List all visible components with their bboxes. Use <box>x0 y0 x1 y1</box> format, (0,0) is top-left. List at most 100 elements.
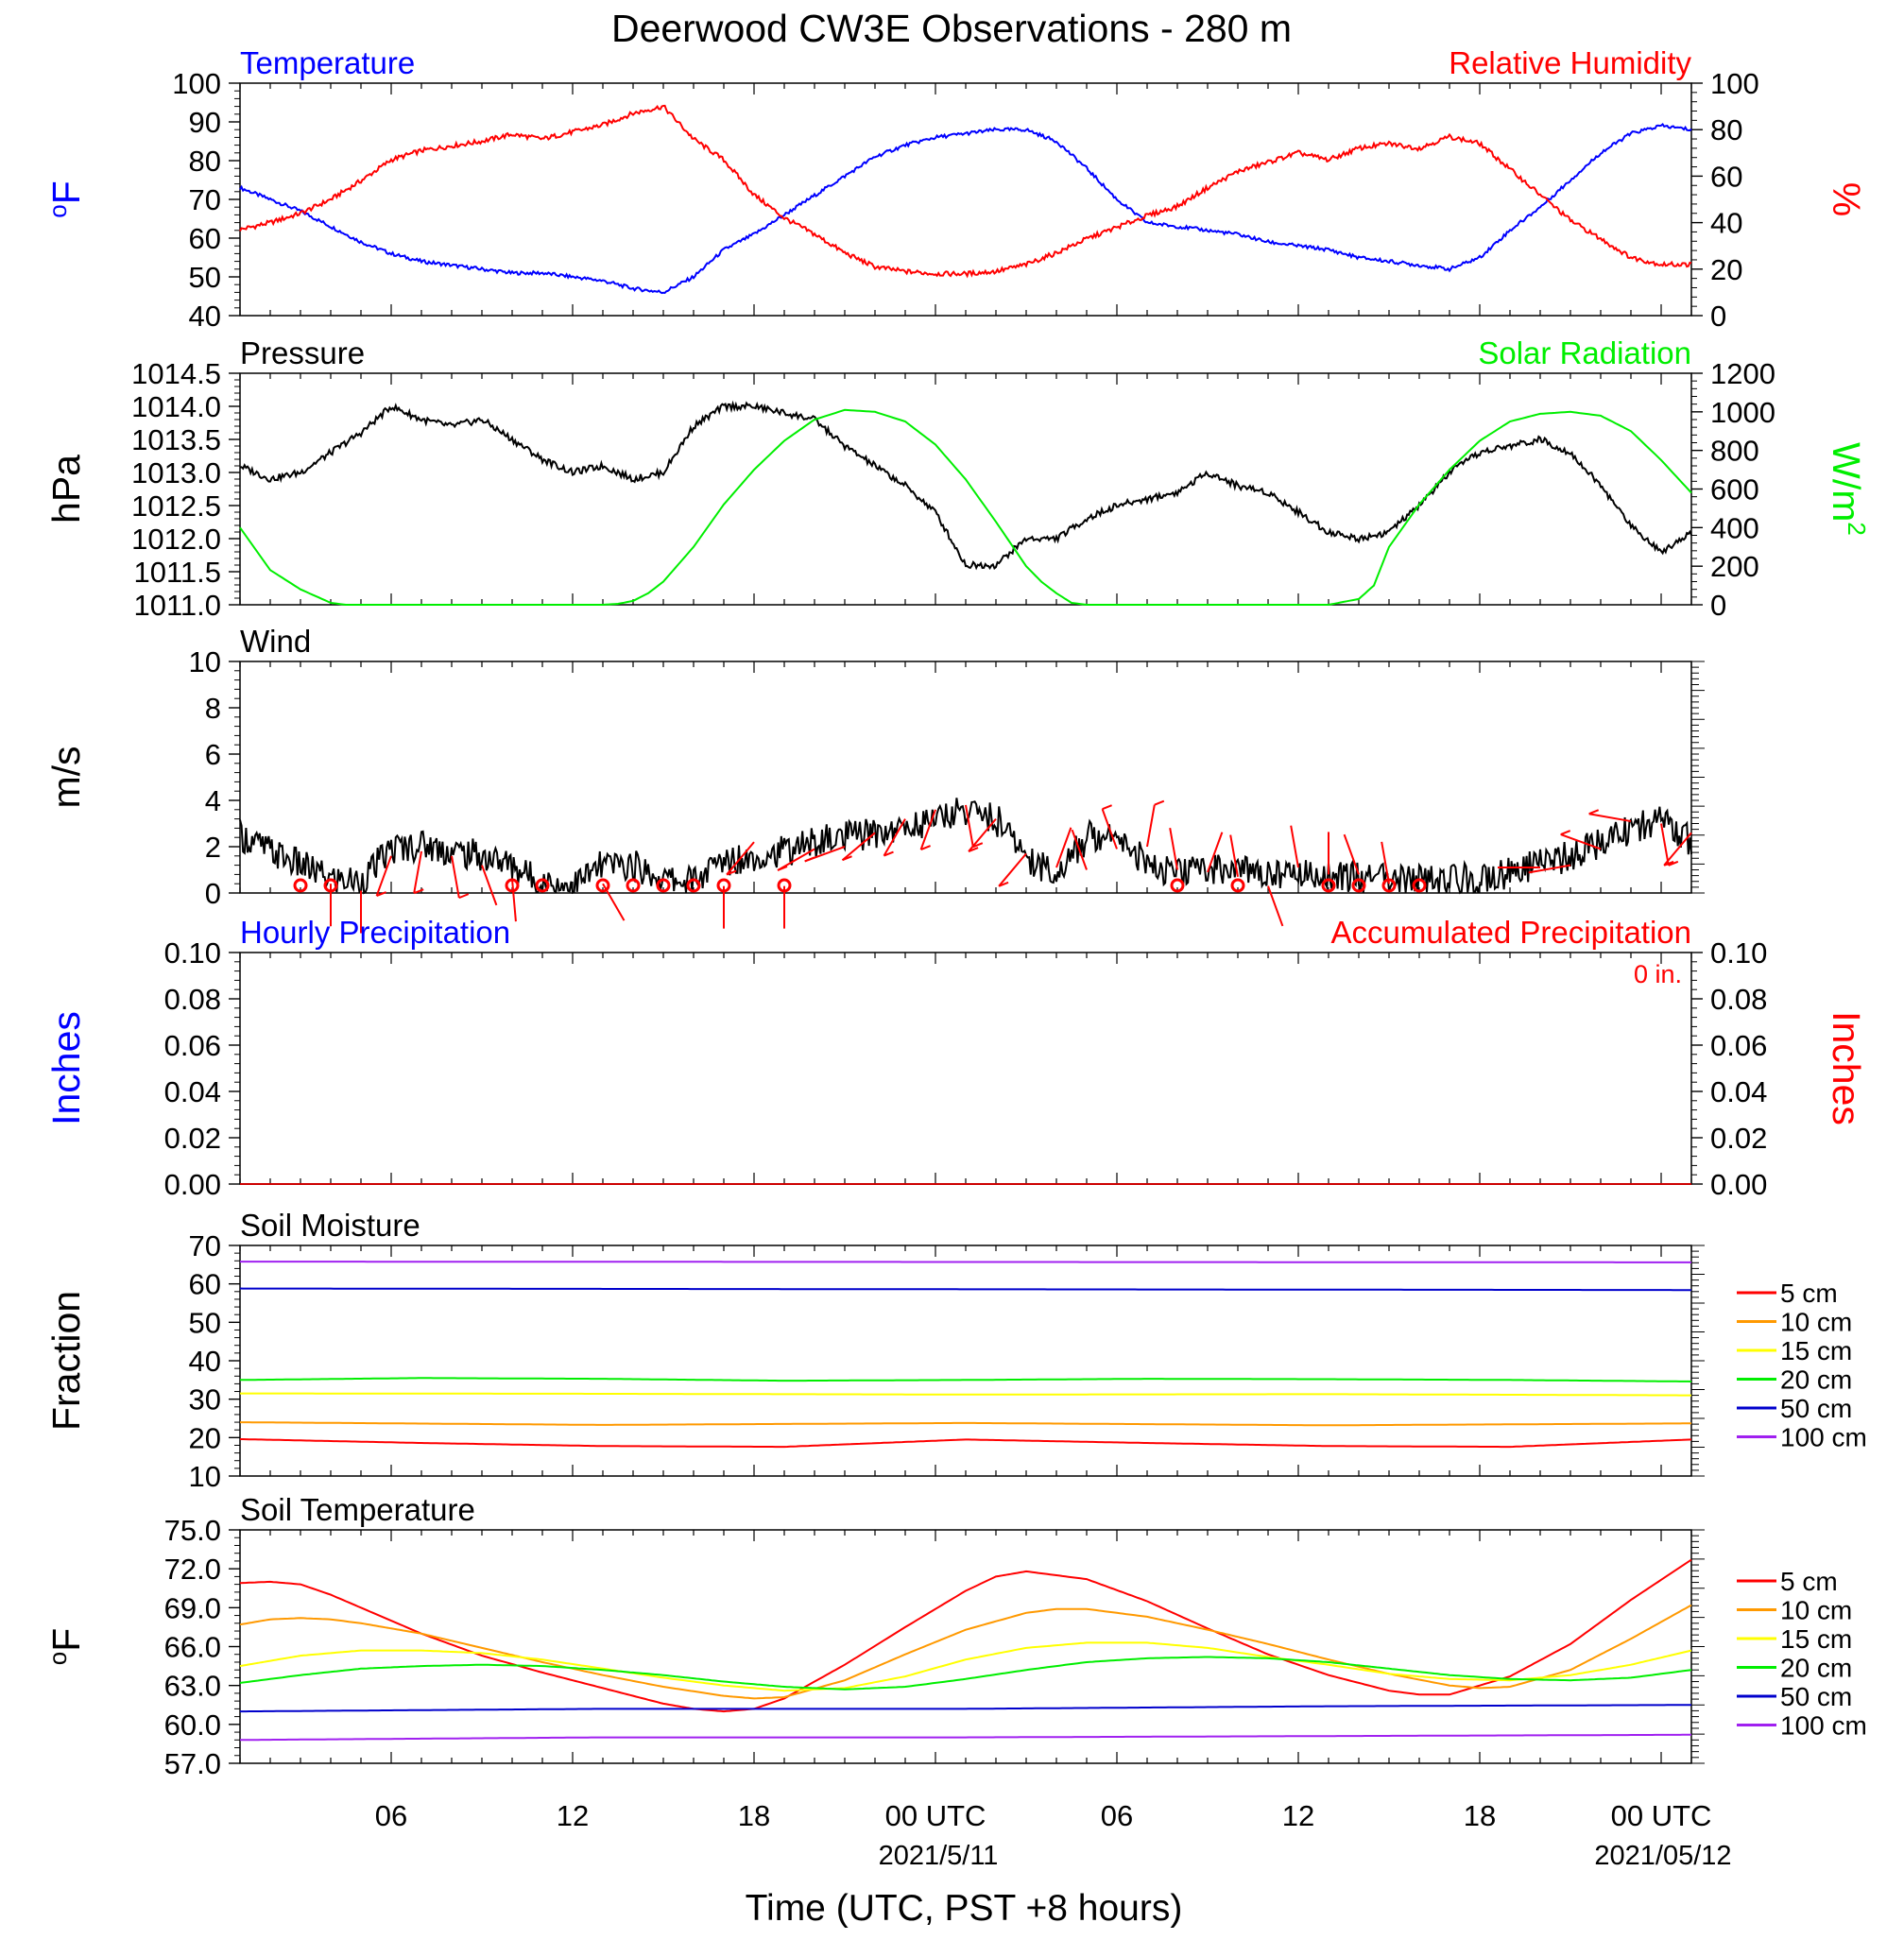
left-axis-unit: oF <box>43 1628 88 1666</box>
series-line-15-cm <box>240 1392 1691 1397</box>
legend-label: 15 cm <box>1780 1336 1852 1365</box>
wind-barb-flag <box>998 881 1009 887</box>
time-axis: 06 12 18 00 UTC 06 12 18 00 UTC 2021/5/11 2021/… <box>375 1799 1732 1929</box>
wind-barb <box>1071 829 1088 870</box>
plot-frame <box>239 1245 1692 1477</box>
y-tick-label: 1012.5 <box>131 489 221 523</box>
y2-tick-label: 60 <box>1710 160 1742 193</box>
y-tick-label: 1013.0 <box>131 456 221 489</box>
wind-barb <box>1146 804 1156 848</box>
y-tick-label: 63.0 <box>164 1670 221 1703</box>
wind-barb-flag <box>883 850 894 857</box>
y2-tick-label: 1000 <box>1710 396 1775 429</box>
y-tick-label: 72.0 <box>164 1553 221 1586</box>
wind-barb <box>965 804 974 848</box>
panel-left-title: Soil Temperature <box>240 1492 475 1527</box>
y2-tick-label: 600 <box>1710 473 1759 506</box>
calm-wind-marker <box>777 878 792 893</box>
x-tick-label: 18 <box>738 1799 770 1832</box>
y-tick-label: 1011.0 <box>133 589 221 622</box>
calm-wind-marker <box>595 878 610 893</box>
y-tick-label: 50 <box>189 1306 221 1339</box>
panel-soil-temperature: 57.0 60.0 63.0 66.0 69.0 72.0 75.0 Soil Tempera… <box>43 1492 1867 1780</box>
y-tick-label: 1011.5 <box>133 556 221 589</box>
calm-wind-marker <box>1412 878 1427 893</box>
y-tick-label: 69.0 <box>164 1591 221 1624</box>
wind-barb <box>1588 813 1632 823</box>
wind-barb-flag <box>968 847 979 853</box>
legend-label: 100 cm <box>1780 1711 1867 1741</box>
x-tick-label: 12 <box>1282 1799 1314 1832</box>
y2-tick-label: 0.00 <box>1710 1168 1767 1201</box>
wind-barb <box>1381 841 1390 884</box>
series-line-temperature <box>239 123 1692 295</box>
legend-label: 50 cm <box>1780 1394 1852 1423</box>
y-tick-label: 50 <box>189 261 221 294</box>
wind-barb <box>777 848 815 871</box>
calm-wind-marker <box>293 878 308 893</box>
y-tick-label: 0.06 <box>164 1029 221 1062</box>
series-line-100-cm <box>240 1733 1691 1742</box>
wind-barb-flag <box>1154 799 1165 806</box>
x-tick-label: 06 <box>1101 1799 1133 1832</box>
series-line-20-cm <box>239 1656 1692 1691</box>
left-axis-unit: Inches <box>44 1011 88 1125</box>
wind-barb <box>1101 808 1118 850</box>
series-line-pressure <box>239 400 1692 571</box>
y-tick-label: 1014.0 <box>131 390 221 423</box>
panel-right-title: Relative Humidity <box>1449 45 1691 80</box>
x-tick-label: 00 UTC <box>885 1799 986 1832</box>
wind-barb <box>919 809 936 850</box>
panel-left-title: Pressure <box>240 335 365 370</box>
wind-barb <box>1528 864 1571 874</box>
calm-wind-marker <box>323 878 338 893</box>
wind-barb <box>1290 825 1299 868</box>
series-line-10-cm <box>239 1604 1692 1700</box>
y2-tick-label: 400 <box>1710 511 1759 544</box>
legend-label: 10 cm <box>1780 1596 1852 1625</box>
panel-right-title: Solar Radiation <box>1478 335 1691 370</box>
y-tick-label: 60 <box>189 222 221 255</box>
y2-tick-label: 0 <box>1710 300 1726 333</box>
figure-title: Deerwood CW3E Observations - 280 m <box>611 7 1292 50</box>
left-axis-unit: m/s <box>44 746 88 808</box>
wind-barb <box>883 818 906 857</box>
panel-left-title: Hourly Precipitation <box>240 915 510 950</box>
y2-tick-label: 0.08 <box>1710 983 1767 1016</box>
y-tick-label: 80 <box>189 145 221 178</box>
wind-barb-flag <box>1663 860 1674 867</box>
x-axis-label: Time (UTC, PST +8 hours) <box>746 1888 1183 1929</box>
x-tick-label: 06 <box>375 1799 407 1832</box>
legend-label: 20 cm <box>1780 1365 1852 1395</box>
y2-tick-label: 0.06 <box>1710 1029 1767 1062</box>
y2-tick-label: 20 <box>1710 253 1742 286</box>
panel-left-title: Wind <box>240 624 311 659</box>
wind-barb-flag <box>842 855 852 862</box>
y-tick-label: 10 <box>189 645 221 678</box>
right-axis-unit: Inches <box>1825 1011 1868 1125</box>
calm-wind-marker <box>686 878 701 893</box>
y-tick-label: 75.0 <box>164 1514 221 1547</box>
x-tick-labels: 06 12 18 00 UTC 06 12 18 00 UTC <box>375 1799 1712 1832</box>
series-line-20-cm <box>240 1377 1692 1382</box>
wind-barb <box>451 855 460 899</box>
wind-barb <box>1169 828 1178 870</box>
plot-frame <box>239 952 1692 1185</box>
y2-tick-label: 200 <box>1710 550 1759 583</box>
wind-barb <box>1663 832 1692 867</box>
panel-wind: 0 2 4 6 8 10 Wind m/s <box>44 624 1705 934</box>
wind-barb <box>998 852 1027 887</box>
y2-tick-label: 800 <box>1710 435 1759 468</box>
y-tick-label: 2 <box>205 831 221 864</box>
legend-label: 100 cm <box>1780 1423 1867 1452</box>
y-tick-label: 6 <box>205 738 221 771</box>
calm-wind-marker <box>505 878 520 893</box>
y2-tick-label: 0.10 <box>1710 936 1767 970</box>
y-tick-label: 0.02 <box>164 1122 221 1155</box>
y-tick-label: 0 <box>205 877 221 910</box>
y2-tick-label: 0.04 <box>1710 1075 1767 1108</box>
wind-barb-flag <box>804 856 815 863</box>
plot-frame <box>239 661 1692 894</box>
